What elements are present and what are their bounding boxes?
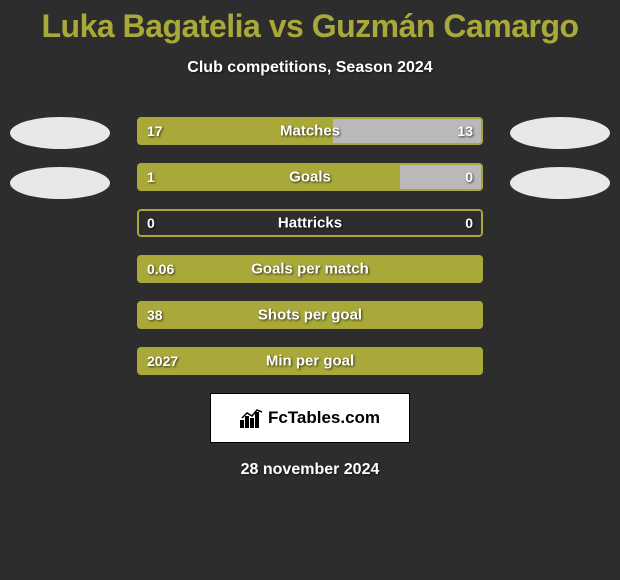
stat-bar-row: 00Hattricks xyxy=(137,209,483,237)
bar-label: Min per goal xyxy=(137,353,483,370)
stat-bar-row: 38Shots per goal xyxy=(137,301,483,329)
comparison-content: 1713Matches 10Goals 00Hattricks 0.06Goals p… xyxy=(0,117,620,375)
stat-bar-row: 10Goals xyxy=(137,163,483,191)
bar-label: Matches xyxy=(137,123,483,140)
date-text: 28 november 2024 xyxy=(0,461,620,479)
bar-label: Goals xyxy=(137,169,483,186)
brand-box: FcTables.com xyxy=(210,393,410,443)
vs-text: vs xyxy=(269,8,304,44)
page-title: Luka Bagatelia vs Guzmán Camargo xyxy=(0,0,620,45)
player-ellipse xyxy=(510,117,610,149)
stat-bar-row: 0.06Goals per match xyxy=(137,255,483,283)
stat-bar-row: 1713Matches xyxy=(137,117,483,145)
brand-chart-icon xyxy=(240,408,264,428)
bar-label: Goals per match xyxy=(137,261,483,278)
player-ellipse xyxy=(510,167,610,199)
bar-label: Hattricks xyxy=(137,215,483,232)
stat-bar-row: 2027Min per goal xyxy=(137,347,483,375)
player-ellipse xyxy=(10,117,110,149)
brand-text: FcTables.com xyxy=(268,408,380,428)
player1-name: Luka Bagatelia xyxy=(41,8,260,44)
player-ellipse xyxy=(10,167,110,199)
subtitle: Club competitions, Season 2024 xyxy=(0,59,620,77)
player2-name: Guzmán Camargo xyxy=(312,8,579,44)
bar-label: Shots per goal xyxy=(137,307,483,324)
bars-container: 1713Matches 10Goals 00Hattricks 0.06Goals p… xyxy=(137,117,483,375)
